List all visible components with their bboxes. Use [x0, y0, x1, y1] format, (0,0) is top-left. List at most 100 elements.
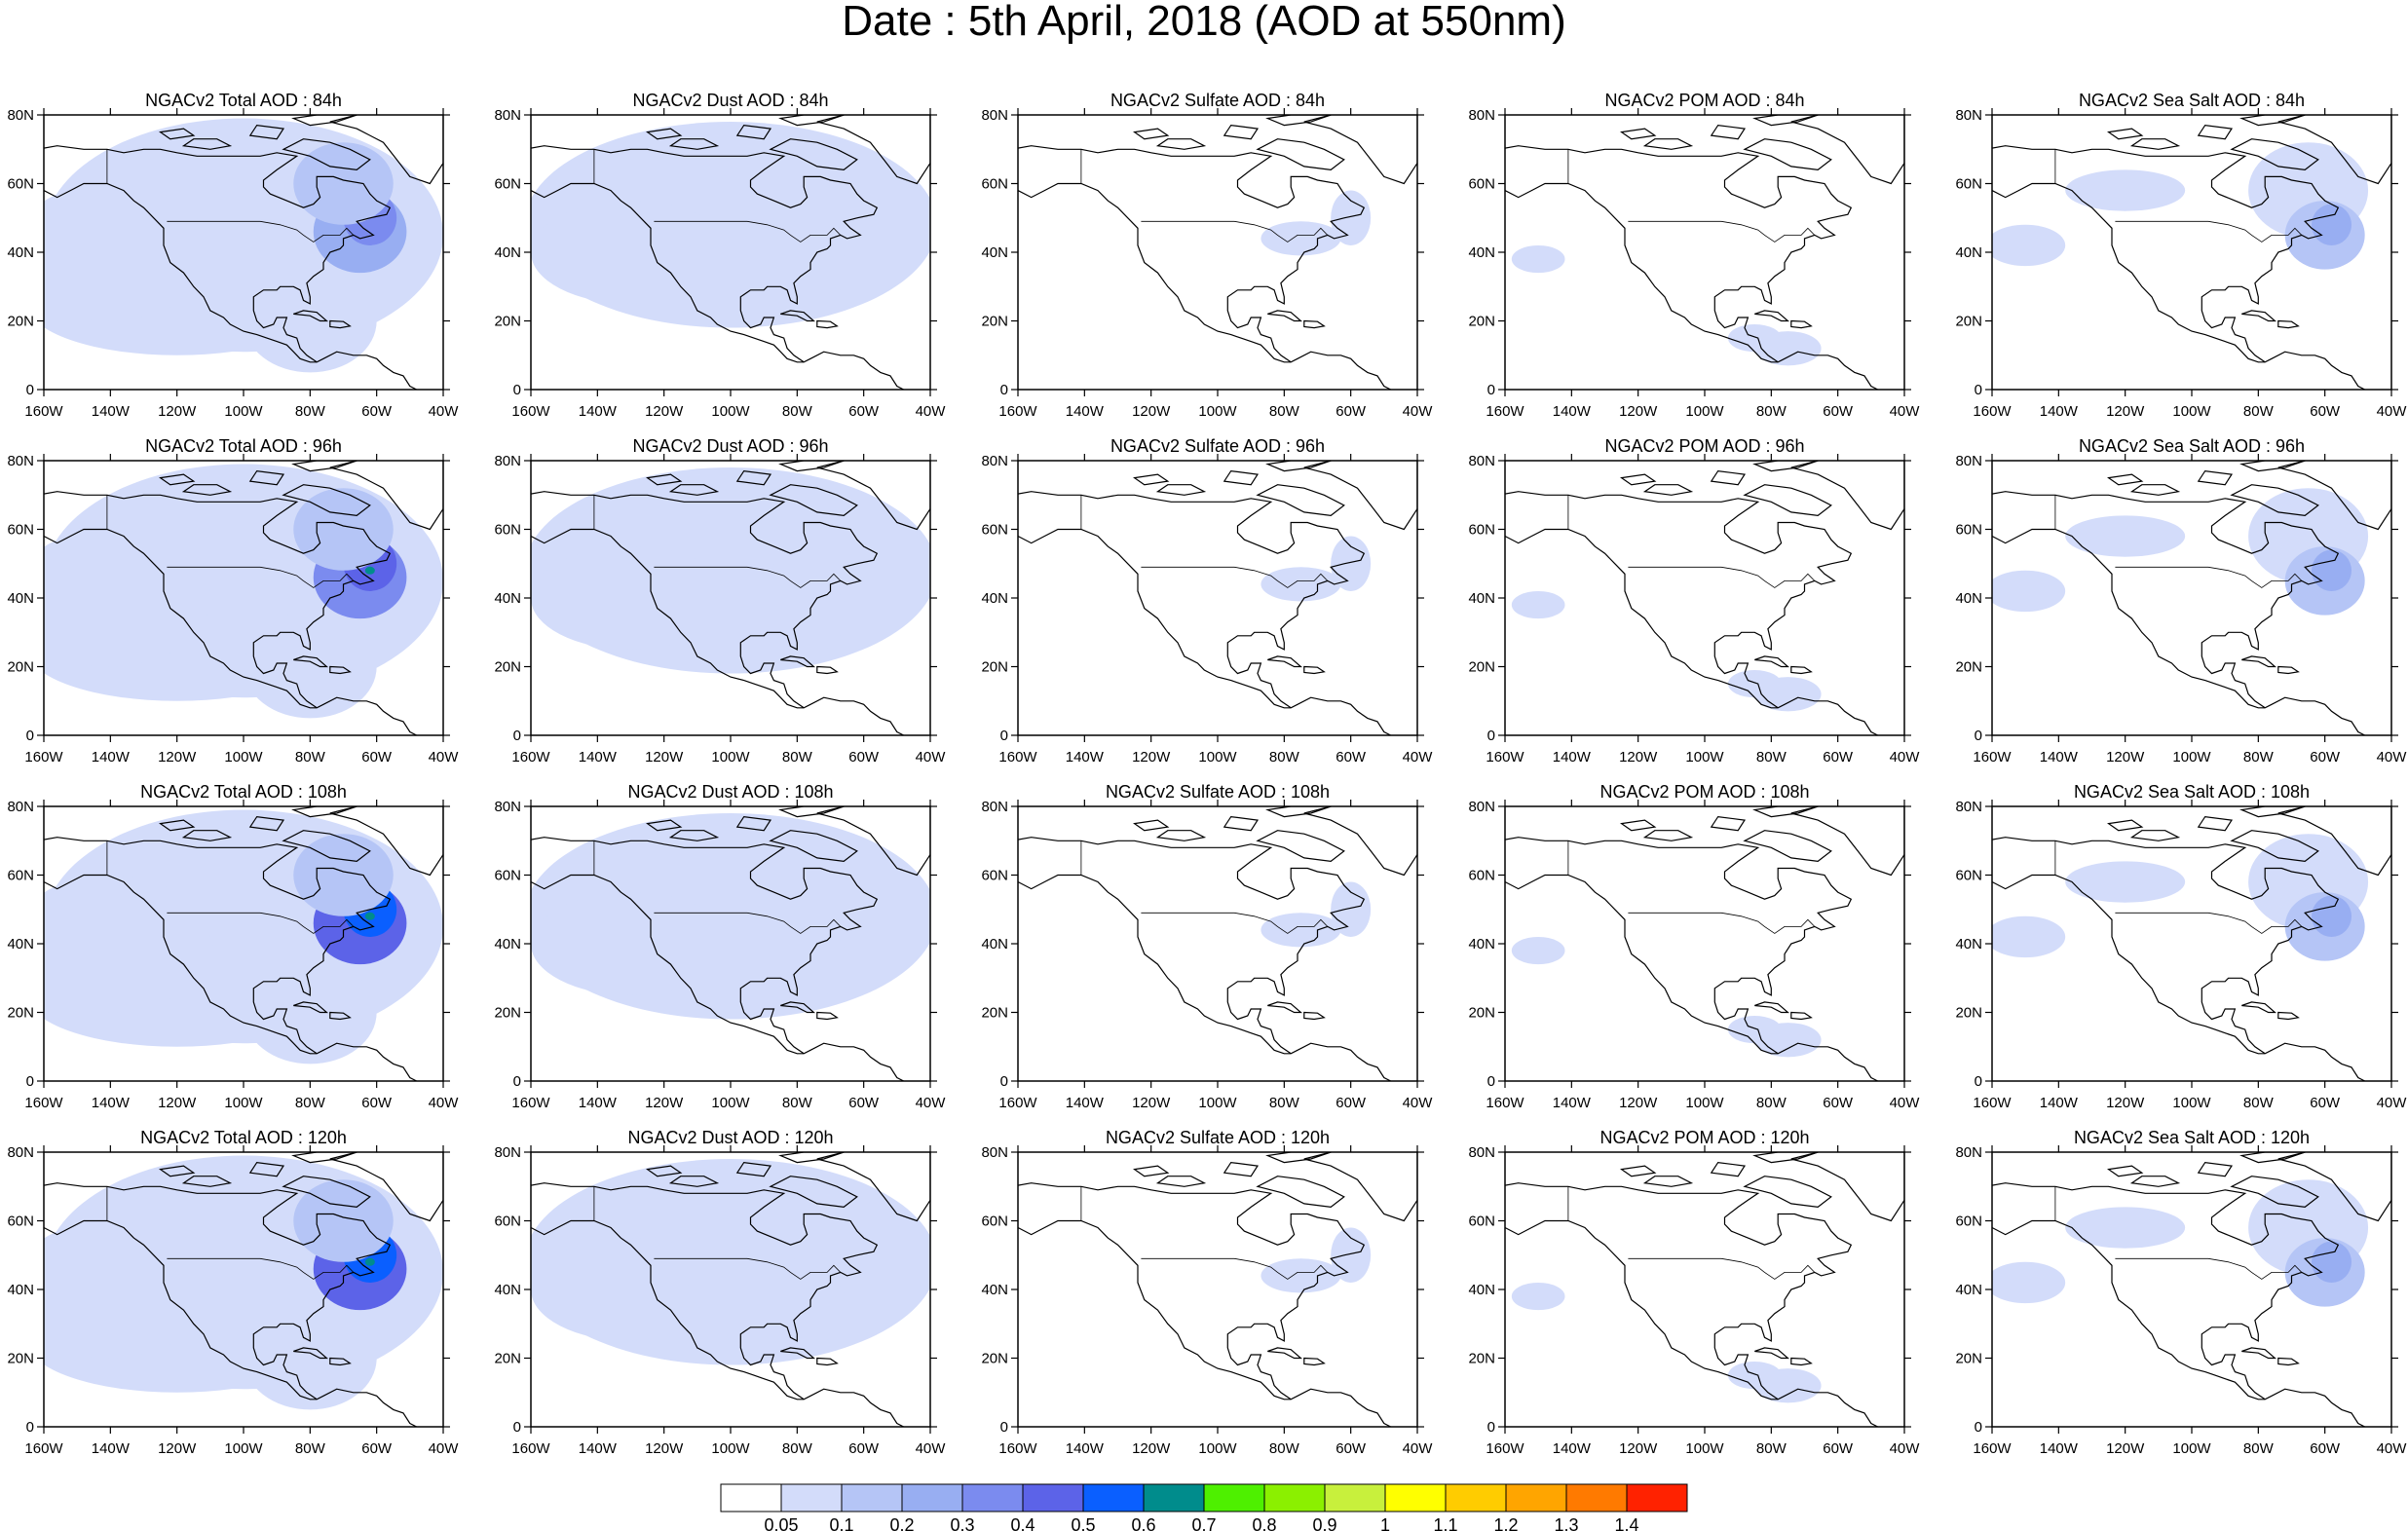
colorbar-box: [1263, 1483, 1326, 1512]
aod-patch: [680, 909, 847, 1013]
colorbar-label: 0.8: [1252, 1515, 1276, 1531]
lon-tick-label: 60W: [848, 1440, 880, 1457]
lat-tick-label: 60N: [1468, 1214, 1495, 1230]
lat-tick-label: 60N: [981, 1214, 1008, 1230]
colorbar-box: [1324, 1483, 1386, 1512]
lon-tick-label: 140W: [579, 1095, 618, 1111]
lon-tick-label: 60W: [361, 749, 393, 766]
colorbar-box: [1082, 1483, 1145, 1512]
colorbar-box: [961, 1483, 1024, 1512]
lat-tick-label: 40N: [981, 1282, 1008, 1298]
aod-field: [1018, 115, 1417, 390]
aod-patch: [531, 1238, 731, 1341]
lon-tick-label: 140W: [1553, 403, 1592, 420]
colorbar-label: 1.4: [1614, 1515, 1638, 1531]
lon-tick-label: 100W: [2172, 1095, 2211, 1111]
lon-tick-label: 40W: [916, 1440, 947, 1457]
lon-tick-label: 80W: [1269, 1440, 1300, 1457]
lon-tick-label: 140W: [1553, 1095, 1592, 1111]
lat-tick-label: 40N: [1468, 244, 1495, 261]
lat-tick-label: 20N: [1468, 314, 1495, 330]
map-panel: NGACv2 Sea Salt AOD : 108h 160W 140W 120W 10…: [1955, 782, 2407, 1111]
aod-field: [1992, 461, 2391, 735]
lon-tick-label: 40W: [429, 1095, 460, 1111]
lon-tick-label: 120W: [1619, 749, 1658, 766]
lon-tick-label: 160W: [1973, 1440, 2012, 1457]
lon-tick-label: 60W: [2310, 403, 2341, 420]
map-panel: NGACv2 Dust AOD : 108h 160W 140W 120W 100W 80…: [494, 782, 946, 1111]
aod-patch: [244, 615, 377, 719]
lon-tick-label: 80W: [782, 403, 813, 420]
colorbar-label: 1: [1380, 1515, 1390, 1531]
lat-tick-label: 0: [513, 1073, 521, 1090]
panel-title: NGACv2 Sulfate AOD : 96h: [1110, 436, 1325, 456]
lon-tick-label: 80W: [2243, 1440, 2275, 1457]
lat-tick-label: 20N: [981, 1005, 1008, 1022]
lon-tick-label: 120W: [645, 1095, 684, 1111]
aod-patch: [1331, 190, 1372, 245]
lon-tick-label: 100W: [224, 403, 263, 420]
lon-tick-label: 100W: [224, 1440, 263, 1457]
map-panel: NGACv2 Sea Salt AOD : 84h 160W 140W 120W 100…: [1955, 91, 2407, 420]
lat-tick-label: 60N: [494, 522, 521, 539]
lon-tick-label: 160W: [1973, 749, 2012, 766]
aod-patch: [680, 1254, 847, 1359]
coastline: [1018, 1152, 1417, 1427]
lon-tick-label: 40W: [2377, 1440, 2408, 1457]
lon-tick-label: 80W: [2243, 749, 2275, 766]
lon-tick-label: 100W: [1685, 403, 1724, 420]
lat-tick-label: 80N: [7, 453, 34, 469]
panel-title: NGACv2 Dust AOD : 120h: [627, 1128, 833, 1147]
lon-tick-label: 160W: [511, 1095, 550, 1111]
coastline: [1992, 115, 2391, 390]
panel-title: NGACv2 Total AOD : 96h: [145, 436, 342, 456]
aod-patch: [2065, 861, 2186, 903]
map-panel: NGACv2 Sulfate AOD : 120h 160W 140W 120W 100…: [981, 1128, 1433, 1457]
colorbar-box: [901, 1483, 963, 1512]
lat-tick-label: 40N: [981, 936, 1008, 952]
coastline: [1505, 1152, 1904, 1427]
colorbar-label: 0.05: [764, 1515, 798, 1531]
lat-tick-label: 60N: [1955, 176, 1982, 193]
lat-tick-label: 80N: [494, 453, 521, 469]
aod-patch: [1511, 590, 1565, 619]
lon-tick-label: 160W: [1973, 1095, 2012, 1111]
map-panel: NGACv2 POM AOD : 108h 160W 140W 120W 100W 80W…: [1468, 782, 1920, 1111]
lat-tick-label: 0: [1000, 1419, 1008, 1436]
lat-tick-label: 60N: [981, 176, 1008, 193]
colorbar-box: [1143, 1483, 1205, 1512]
panel-title: NGACv2 POM AOD : 96h: [1604, 436, 1804, 456]
lon-tick-label: 40W: [1890, 1095, 1921, 1111]
lat-tick-label: 40N: [494, 1282, 521, 1298]
lon-tick-label: 100W: [2172, 403, 2211, 420]
colorbar-box: [1505, 1483, 1567, 1512]
lon-tick-label: 80W: [1756, 1440, 1787, 1457]
colorbar-label: 0.6: [1131, 1515, 1155, 1531]
lat-tick-label: 60N: [981, 522, 1008, 539]
lat-tick-label: 20N: [7, 1005, 34, 1022]
lon-tick-label: 100W: [711, 1095, 750, 1111]
coastline: [1018, 461, 1417, 735]
map-panel: NGACv2 Total AOD : 120h 160W 140W 120W 100W 8…: [7, 1128, 459, 1457]
lat-tick-label: 40N: [1468, 1282, 1495, 1298]
aod-patch: [1511, 244, 1565, 274]
aod-field: [44, 1152, 443, 1427]
lat-tick-label: 80N: [1468, 453, 1495, 469]
lat-tick-label: 80N: [981, 453, 1008, 469]
map-panel: NGACv2 Sea Salt AOD : 120h 160W 140W 120W 10…: [1955, 1128, 2407, 1457]
lat-tick-label: 60N: [7, 868, 34, 884]
lat-tick-label: 60N: [494, 176, 521, 193]
lat-tick-label: 60N: [7, 176, 34, 193]
aod-patch: [2065, 1207, 2186, 1249]
lat-tick-label: 40N: [1955, 936, 1982, 952]
coastline: [44, 115, 443, 390]
lon-tick-label: 100W: [711, 749, 750, 766]
aod-patch: [2065, 169, 2186, 211]
lat-tick-label: 40N: [1955, 244, 1982, 261]
map-panel: NGACv2 Sulfate AOD : 96h 160W 140W 120W 100W…: [981, 436, 1433, 766]
map-panel: NGACv2 Total AOD : 84h 160W 140W 120W 100W 80…: [7, 91, 459, 420]
lat-tick-label: 80N: [7, 799, 34, 815]
lat-tick-label: 0: [1975, 728, 1982, 744]
aod-field: [1505, 461, 1904, 735]
colorbar-label: 0.1: [829, 1515, 853, 1531]
